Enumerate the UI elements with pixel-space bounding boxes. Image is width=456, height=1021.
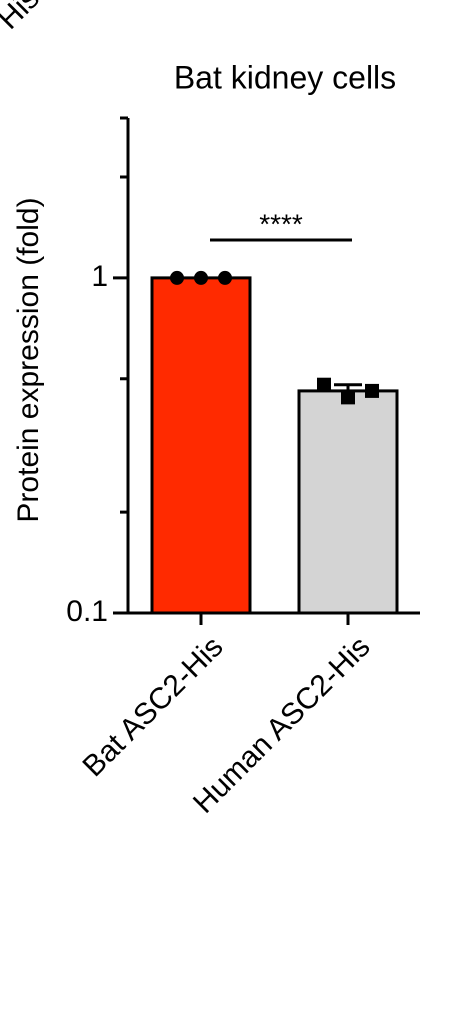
bar	[150, 276, 252, 615]
fragment-text: His	[0, 0, 46, 36]
data-point	[365, 383, 379, 398]
chart-title: Bat kidney cells	[174, 59, 396, 95]
bar	[297, 389, 399, 615]
y-tick-label: 0.1	[66, 595, 108, 628]
x-tick-label: Bat ASC2-His	[77, 630, 230, 783]
data-point	[194, 270, 208, 285]
y-tick-label: 1	[91, 260, 108, 293]
data-point	[170, 270, 184, 285]
y-axis-label: Protein expression (fold)	[12, 197, 45, 522]
data-point	[218, 270, 232, 285]
data-point	[317, 377, 331, 392]
data-point	[341, 390, 355, 405]
significance-label: ****	[259, 208, 303, 239]
